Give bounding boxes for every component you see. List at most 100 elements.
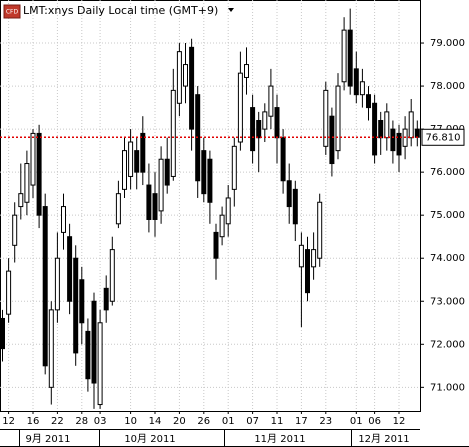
candle-body bbox=[36, 132, 42, 216]
candle-body bbox=[134, 150, 140, 173]
y-tick-label: 75.000 bbox=[430, 210, 465, 221]
candle-body bbox=[207, 158, 213, 203]
x-tick-label: 20 bbox=[173, 416, 186, 427]
plot-area bbox=[0, 0, 420, 411]
candle-body bbox=[341, 29, 347, 83]
candle-body bbox=[372, 102, 378, 156]
candle-body bbox=[292, 188, 298, 225]
candle-body bbox=[122, 150, 127, 190]
candle-body bbox=[274, 107, 280, 139]
candle-body bbox=[24, 163, 30, 203]
candle-body bbox=[213, 231, 219, 259]
candle-body bbox=[85, 330, 91, 380]
candle-body bbox=[97, 322, 103, 406]
x-tick-label: 23 bbox=[319, 416, 332, 427]
x-tick-label: 14 bbox=[149, 416, 162, 427]
candle-body bbox=[158, 158, 164, 212]
y-tick-label: 71.000 bbox=[430, 382, 465, 393]
x-tick-label: 07 bbox=[246, 416, 259, 427]
candle-body bbox=[256, 120, 262, 139]
y-tick-label: 76.000 bbox=[430, 167, 465, 178]
candle-body bbox=[67, 236, 73, 302]
x-tick-label: 10 bbox=[124, 416, 137, 427]
candle-body bbox=[244, 64, 249, 78]
y-tick-label: 72.000 bbox=[430, 339, 465, 350]
candle-body bbox=[189, 46, 195, 130]
x-tick-label: 26 bbox=[197, 416, 210, 427]
candle-body bbox=[305, 249, 310, 294]
candle-body bbox=[91, 300, 97, 384]
last-price-box bbox=[421, 128, 465, 146]
candle-body bbox=[183, 64, 188, 87]
candle-body bbox=[6, 270, 12, 315]
badge-text: CFD bbox=[6, 9, 19, 16]
candle-body bbox=[396, 132, 402, 156]
candle-body bbox=[103, 287, 109, 311]
last-price-label: 76.810 bbox=[426, 132, 461, 143]
y-tick-label: 73.000 bbox=[430, 296, 465, 307]
candle-body bbox=[335, 85, 341, 152]
month-label: 10月 2011 bbox=[124, 433, 175, 445]
chart-title[interactable]: LMT:xnys Daily Local time (GMT+9) bbox=[23, 4, 218, 17]
candle-body bbox=[317, 201, 323, 259]
x-tick-label: 11 bbox=[271, 416, 284, 427]
candle-body bbox=[146, 184, 152, 220]
candle-body bbox=[152, 193, 158, 220]
candle-body bbox=[61, 206, 66, 233]
x-tick-label: 12 bbox=[2, 416, 15, 427]
y-tick-label: 74.000 bbox=[430, 253, 465, 264]
candle-body bbox=[347, 29, 353, 87]
x-tick-label: 06 bbox=[368, 416, 381, 427]
x-tick-label: 03 bbox=[94, 416, 107, 427]
candle-body bbox=[128, 141, 134, 177]
candle-body bbox=[286, 180, 292, 208]
badge bbox=[3, 4, 21, 19]
candle-body bbox=[42, 206, 48, 367]
candle-body bbox=[225, 197, 231, 225]
candle-body bbox=[323, 89, 329, 147]
month-label: 9月 2011 bbox=[26, 433, 71, 445]
candle-body bbox=[12, 214, 18, 246]
candle-body bbox=[262, 111, 268, 130]
candle-body bbox=[237, 72, 243, 143]
candle-body bbox=[311, 249, 317, 268]
candle-body bbox=[140, 132, 146, 173]
candle-body bbox=[231, 145, 237, 190]
candle-body bbox=[201, 150, 207, 195]
candle-body bbox=[73, 257, 79, 354]
x-tick-label: 28 bbox=[75, 416, 88, 427]
candle-body bbox=[298, 244, 304, 268]
candle-body bbox=[378, 120, 384, 139]
x-tick-label: 22 bbox=[51, 416, 64, 427]
candle-body bbox=[79, 279, 85, 324]
candle-body bbox=[329, 115, 335, 165]
candle-body bbox=[414, 128, 420, 138]
candle-body bbox=[268, 85, 274, 117]
candle-body bbox=[109, 249, 115, 302]
candle-body bbox=[408, 111, 414, 139]
x-tick-label: 01 bbox=[350, 416, 363, 427]
x-tick-label: 16 bbox=[27, 416, 40, 427]
candle-body bbox=[366, 94, 371, 109]
month-label: 11月 2011 bbox=[254, 433, 305, 445]
y-tick-label: 79.000 bbox=[430, 38, 465, 49]
candle-body bbox=[176, 51, 182, 104]
candle-body bbox=[353, 68, 359, 96]
candle-body bbox=[280, 137, 286, 182]
candle-body bbox=[48, 309, 54, 388]
x-tick-label: 01 bbox=[222, 416, 235, 427]
candle-body bbox=[170, 89, 176, 177]
candle-body bbox=[359, 81, 365, 96]
candle-body bbox=[384, 111, 390, 139]
title-dropdown[interactable] bbox=[228, 8, 234, 12]
candle-body bbox=[250, 107, 256, 152]
candle-body bbox=[164, 158, 170, 186]
x-tick-label: 12 bbox=[393, 416, 406, 427]
candle-body bbox=[115, 193, 121, 225]
candle-body bbox=[219, 214, 225, 238]
month-label: 12月 2011 bbox=[358, 433, 409, 445]
y-tick-label: 78.000 bbox=[430, 81, 465, 92]
candle-body bbox=[390, 128, 396, 152]
